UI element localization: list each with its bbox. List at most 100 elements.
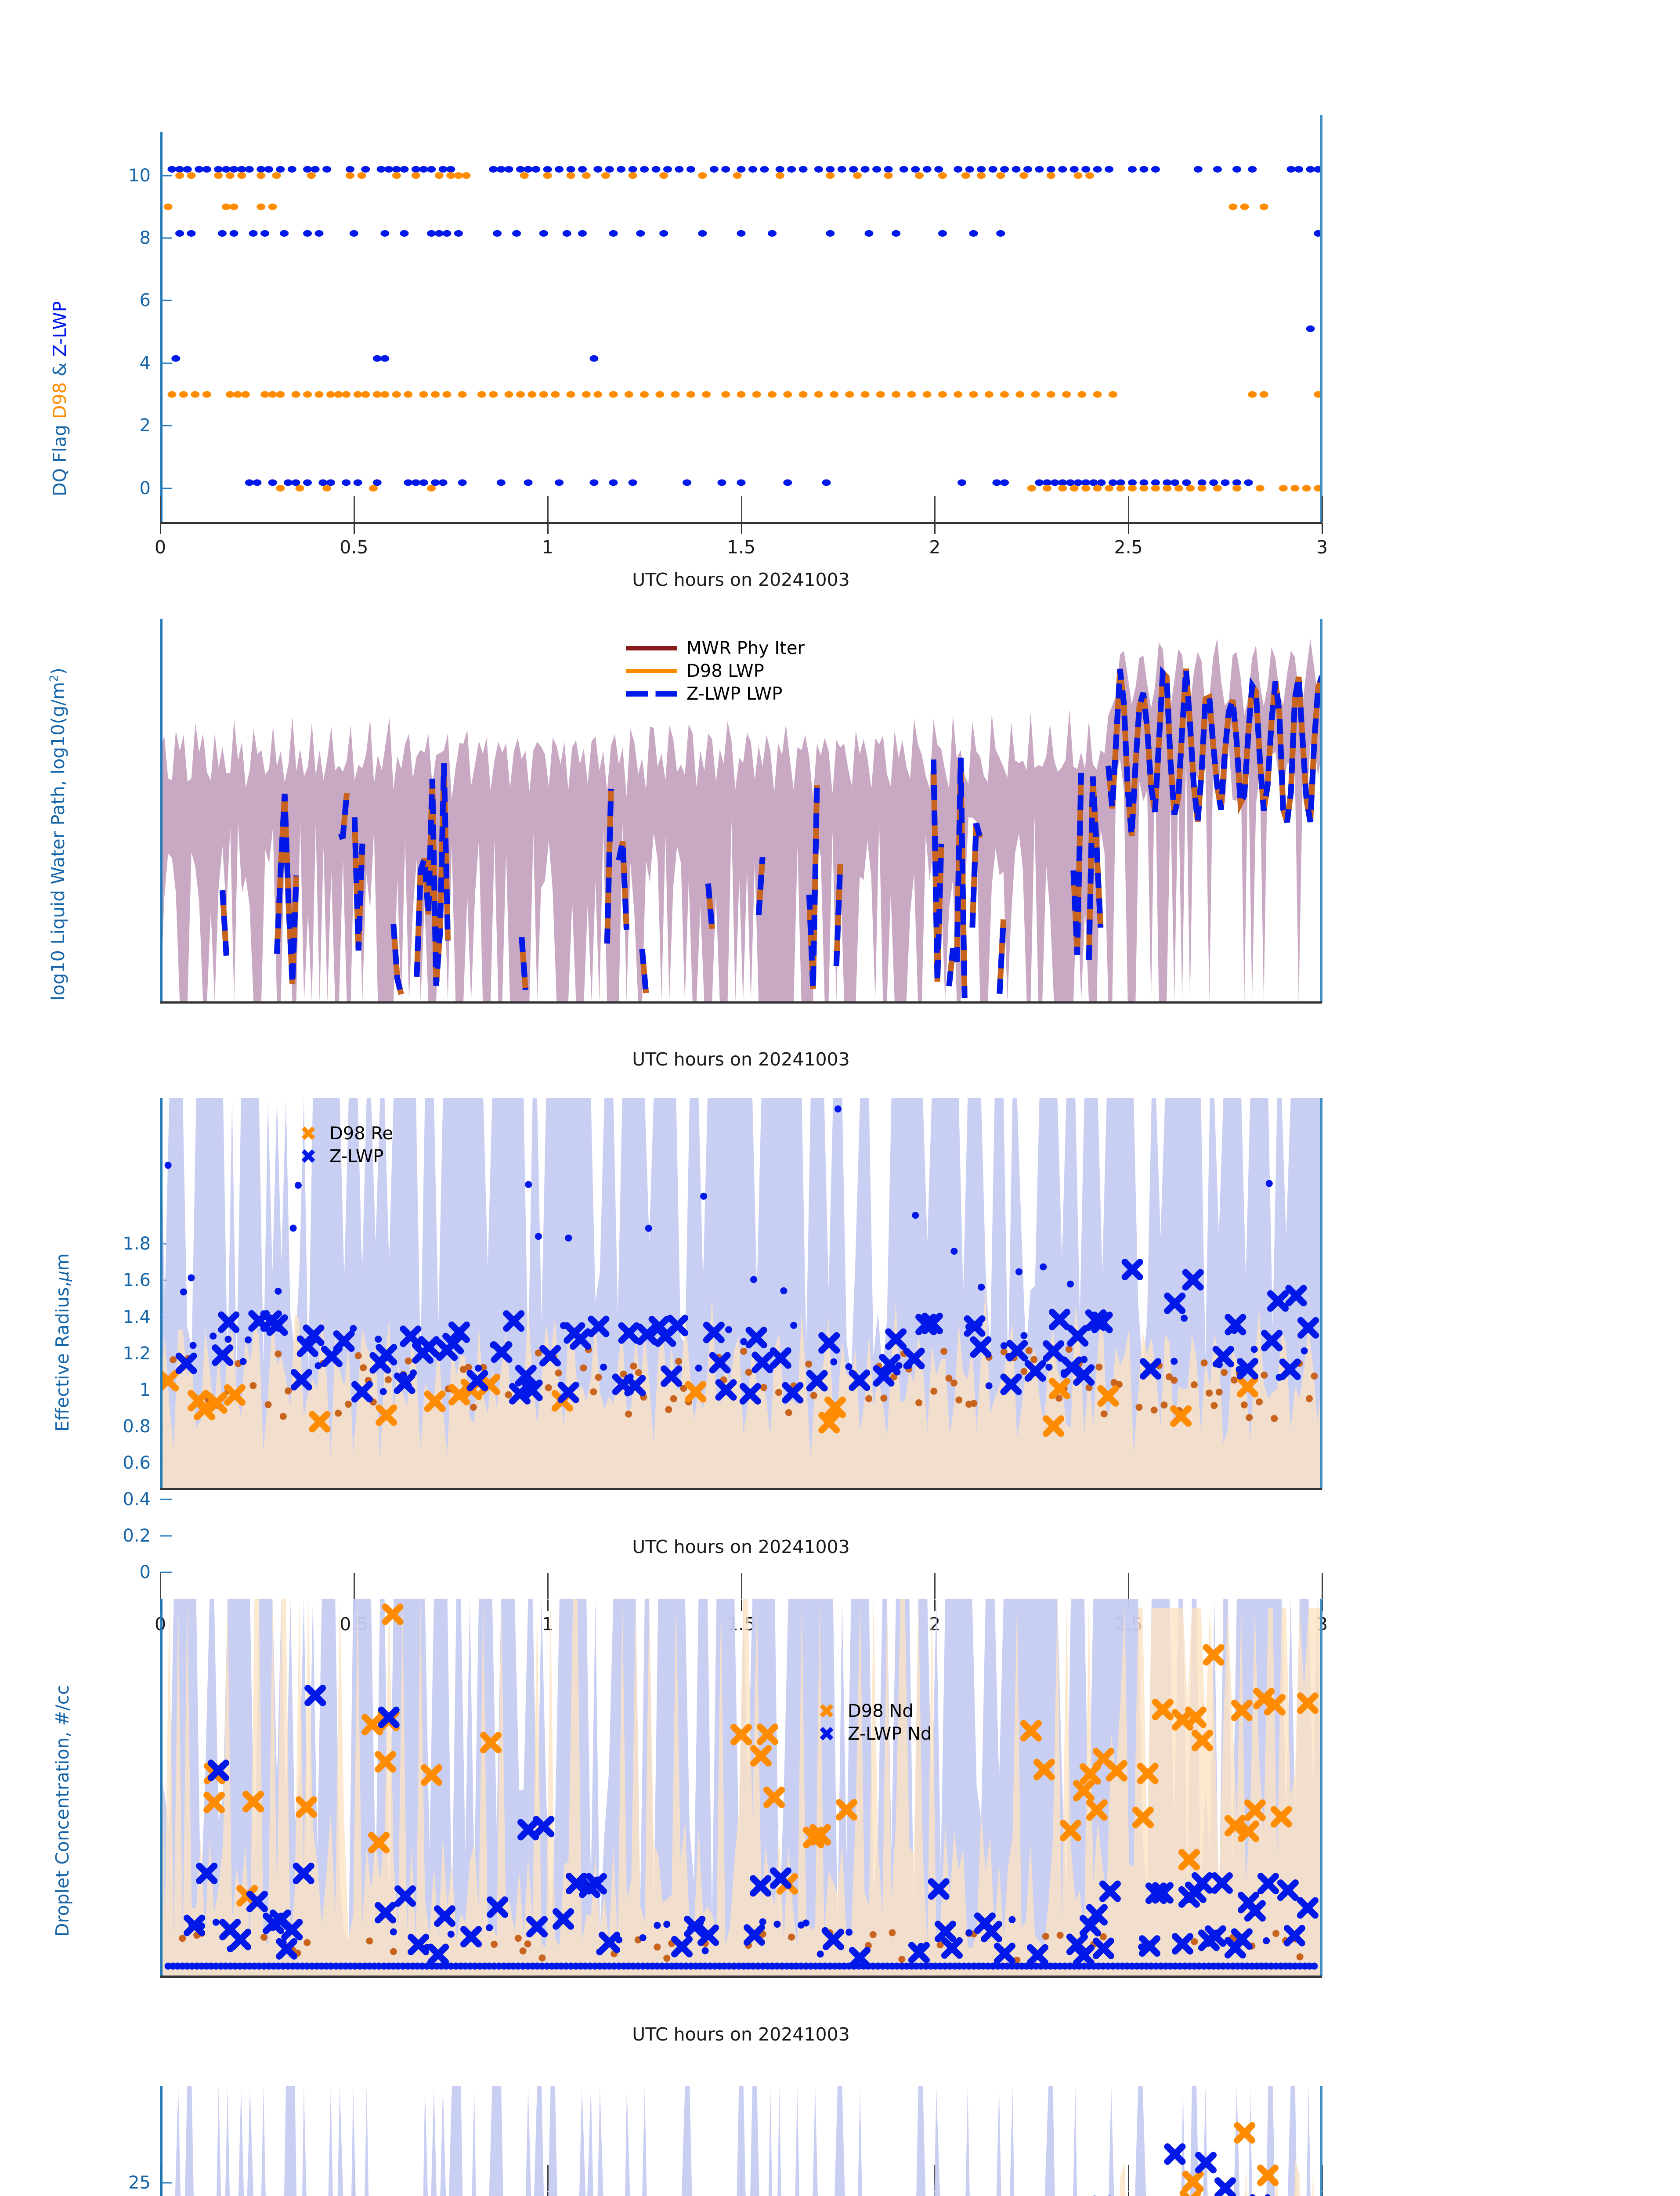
y-tick-mark: [160, 1535, 172, 1537]
x-tick-mark-inner: [1128, 2165, 1130, 2191]
legend-item-d98re: ✖ D98 Re: [299, 1122, 393, 1145]
y-tick-label: 0.6: [123, 1452, 151, 1473]
panel1-left-spine: [160, 132, 163, 523]
scatter-markers-x: [160, 1370, 1258, 1437]
panel-nd-plot-area: [160, 1599, 1322, 1976]
legend-swatch-zlwp: [626, 691, 677, 697]
zlwp-lwp-line: [1105, 666, 1322, 836]
x-tick-label: 1.5: [726, 537, 756, 558]
panel2-right-spine: [1320, 619, 1322, 1002]
legend-item-d98lwp: D98 LWP: [626, 660, 805, 683]
zlwp-lwp-line: [274, 794, 300, 985]
panel2-legend: MWR Phy Iter D98 LWP Z-LWP LWP: [626, 637, 805, 705]
panel3-x-axis-label: UTC hours on 20241003: [632, 1536, 850, 1557]
panel-droplet-concentration: 020406080100 00.511.522.53 Droplet Conce…: [0, 1572, 1680, 2060]
zlwp-uncertainty-band: [160, 2086, 1311, 2196]
x-tick-mark-inner: [934, 496, 936, 522]
panel-dq-flag-plot-area: [160, 132, 1322, 523]
optical-depth-scatter: [160, 2086, 1314, 2196]
x-tick-mark-inner: [353, 496, 355, 522]
x-tick-mark: [160, 523, 161, 534]
zlwp-lwp-line: [604, 788, 614, 944]
panel-effective-radius: 0510152025 00.511.522.53 Effective Radiu…: [0, 1085, 1680, 2196]
legend-item-mwr: MWR Phy Iter: [626, 637, 805, 660]
legend-swatch-d98lwp: [626, 669, 677, 673]
zlwp-lwp-line: [338, 793, 350, 840]
mwr-uncertainty-band: [160, 638, 1322, 1002]
y-tick-label: 1.4: [123, 1307, 151, 1327]
y-tick-mark: [160, 300, 172, 301]
scatter-markers-x: [175, 1259, 1319, 1405]
legend-swatch-mwr: [626, 646, 677, 650]
y-tick-label: 1.2: [123, 1343, 151, 1364]
y-tick-label: 4: [139, 353, 151, 373]
x-tick-mark-inner: [160, 1573, 161, 1599]
x-tick-mark: [547, 1600, 549, 1611]
panel3-bottom-spine: [160, 1488, 1322, 1490]
x-tick-mark-inner: [160, 496, 161, 522]
x-tick-label: 3: [1316, 537, 1328, 558]
panel4-bottom-spine: [160, 1976, 1322, 1978]
zlwp-lwp-line: [639, 949, 649, 993]
y-tick-label: 10: [128, 165, 151, 186]
x-tick-mark-inner: [1322, 1573, 1323, 1599]
legend-label-d98lwp: D98 LWP: [686, 661, 764, 681]
x-tick-label: 1: [542, 537, 553, 558]
x-tick-label: 2: [929, 1614, 941, 1635]
x-tick-mark-inner: [741, 496, 742, 522]
panel-re-plot-area: [160, 1098, 1322, 1489]
panel4-y-axis-label: Droplet Concentration, #/cc: [52, 1685, 73, 1937]
x-tick-mark-inner: [353, 1573, 355, 1599]
legend-item-zlwpre: ✖ Z-LWP: [299, 1145, 393, 1168]
y-tick-label: 6: [139, 290, 151, 311]
panel1-x-axis-label: UTC hours on 20241003: [632, 569, 850, 590]
zlwp-lwp-line: [946, 758, 968, 998]
legend-label-zlwp: Z-LWP LWP: [686, 684, 783, 704]
ylabel-seg-zlwp: Z-LWP: [49, 301, 70, 357]
y-tick-mark: [160, 1499, 172, 1500]
legend-marker-zlwpnd: ✖: [818, 1722, 835, 1746]
zlwp-lwp-line: [519, 936, 529, 990]
zlwp-lwp-line: [930, 759, 944, 982]
legend-label-mwr: MWR Phy Iter: [686, 638, 805, 658]
x-tick-mark-inner: [547, 1573, 549, 1599]
zlwp-lwp-line: [969, 823, 983, 928]
ylabel-seg-dqflag: DQ Flag: [49, 419, 70, 496]
panel3-y-axis-label: Effective Radius,μm: [52, 1253, 73, 1432]
zlwp-lwp-line: [616, 841, 630, 930]
x-tick-label: 2: [929, 537, 941, 558]
legend-label-d98re: D98 Re: [329, 1123, 394, 1144]
y-tick-label: 2: [139, 415, 151, 436]
droplet-concentration-scatter: [160, 1599, 1322, 1976]
panel3-left-spine: [160, 1098, 163, 1489]
x-tick-mark: [547, 523, 549, 534]
lwp-timeseries: [160, 638, 1322, 1002]
x-tick-mark: [934, 1600, 936, 1611]
legend-label-d98nd: D98 Nd: [848, 1701, 914, 1721]
ylabel-seg-amp: &: [49, 357, 70, 377]
panel-lwp-plot-area: [160, 625, 1322, 1002]
panel5-right-spine: [1320, 2086, 1322, 2196]
panel3-legend: ✖ D98 Re ✖ Z-LWP: [299, 1122, 393, 1168]
x-tick-mark-inner: [1128, 1573, 1130, 1599]
zlwp-lwp-line: [705, 883, 715, 929]
panel-optical-depth: 012345678 00.511.522.53 Optical Depth UT…: [0, 2060, 1680, 2196]
d98-uncertainty-band: [160, 1599, 1322, 1976]
x-tick-label: 2.5: [1114, 537, 1143, 558]
y-tick-label: 0: [139, 478, 151, 498]
panel4-left-spine: [160, 1599, 163, 1976]
scatter-markers-x: [1093, 2143, 1271, 2196]
x-tick-label: 0.5: [340, 537, 369, 558]
ylabel-seg-d98: D98: [49, 376, 70, 419]
panel4-right-spine: [1320, 1599, 1322, 1976]
y-tick-mark: [160, 1243, 172, 1245]
scatter-markers-x: [1179, 2122, 1279, 2196]
x-tick-mark: [934, 523, 936, 534]
panel4-x-axis-label: UTC hours on 20241003: [632, 2024, 850, 2045]
y-tick-label: 25: [128, 2173, 151, 2193]
legend-marker-d98nd: ✖: [818, 1699, 835, 1723]
y-tick-label: 1: [139, 1380, 151, 1400]
x-tick-mark-inner: [1322, 496, 1323, 522]
zlwp-lwp-line: [220, 890, 229, 956]
y-tick-mark: [160, 237, 172, 239]
